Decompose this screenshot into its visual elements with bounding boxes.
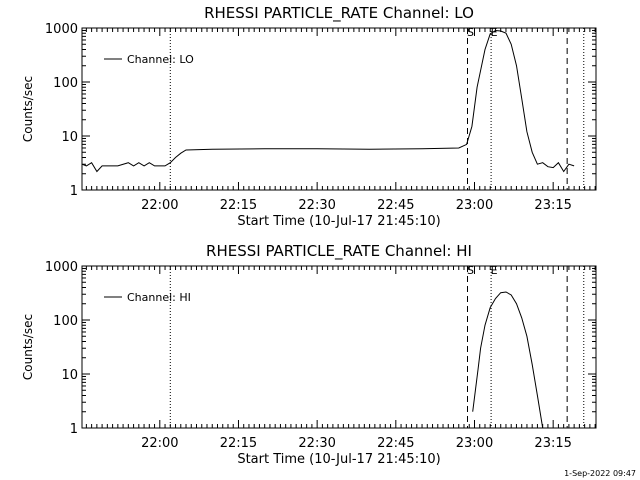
x-tick-label: 23:15: [534, 198, 571, 213]
x-tick-label: 22:30: [298, 436, 335, 451]
marker-label: E: [491, 26, 498, 39]
marker-label: S: [467, 26, 474, 39]
data-series-line: [81, 29, 575, 173]
marker-label: S: [467, 264, 474, 277]
x-tick-label: 22:30: [298, 198, 335, 213]
chart-title: RHESSI PARTICLE_RATE Channel: LO: [204, 4, 474, 23]
chart-panel-2: RHESSI PARTICLE_RATE Channel: HI Counts/s…: [21, 242, 597, 467]
plot-frame: [81, 265, 597, 429]
y-tick-label: 100: [53, 76, 78, 91]
legend-entry: Channel: LO: [127, 53, 194, 66]
y-tick-label: 10: [61, 368, 78, 383]
x-axis-label: Start Time (10-Jul-17 21:45:10): [237, 452, 440, 467]
x-axis-label: Start Time (10-Jul-17 21:45:10): [237, 214, 440, 229]
x-tick-label: 22:00: [141, 436, 178, 451]
y-tick-label: 100: [53, 314, 78, 329]
y-tick-label: 1000: [45, 22, 78, 37]
x-tick-label: 23:00: [456, 198, 493, 213]
x-tick-label: 22:00: [141, 198, 178, 213]
y-tick-label: 1: [70, 422, 78, 437]
y-tick-label: 1: [70, 184, 78, 199]
x-tick-label: 23:15: [534, 436, 571, 451]
chart-title: RHESSI PARTICLE_RATE Channel: HI: [206, 242, 472, 261]
y-axis-label: Counts/sec: [21, 314, 35, 380]
plot-frame: [81, 27, 597, 191]
y-tick-label: 1000: [45, 260, 78, 275]
data-series-line: [472, 291, 544, 429]
x-tick-label: 22:45: [377, 436, 414, 451]
x-tick-label: 22:15: [220, 436, 257, 451]
y-tick-label: 10: [61, 130, 78, 145]
legend-entry: Channel: HI: [127, 291, 191, 304]
timestamp-footer: 1-Sep-2022 09:47: [564, 469, 636, 478]
y-axis-label: Counts/sec: [21, 76, 35, 142]
marker-label: E: [491, 264, 498, 277]
x-tick-label: 22:15: [220, 198, 257, 213]
chart-panel-1: RHESSI PARTICLE_RATE Channel: LO Counts/s…: [21, 4, 597, 229]
x-tick-label: 23:00: [456, 436, 493, 451]
x-tick-label: 22:45: [377, 198, 414, 213]
